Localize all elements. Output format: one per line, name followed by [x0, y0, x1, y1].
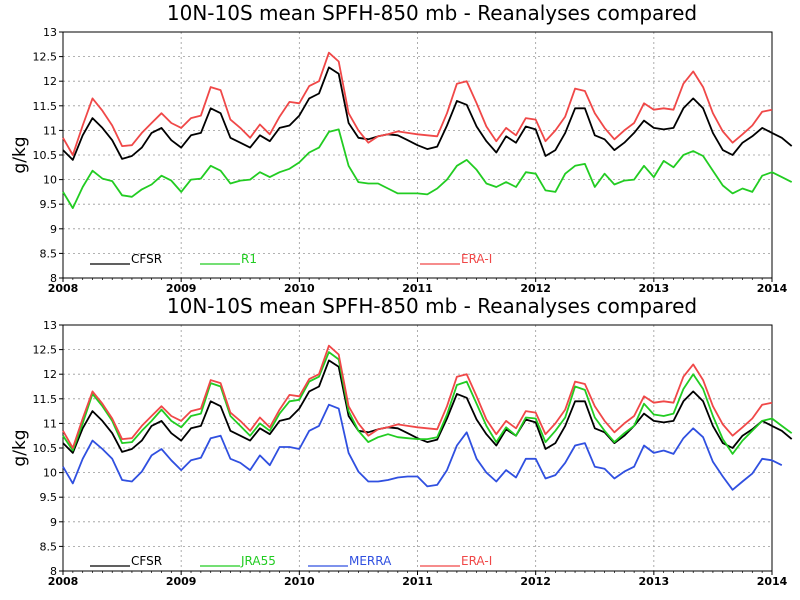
- y-tick-label: 9.5: [40, 198, 58, 211]
- y-tick-label: 10: [43, 174, 57, 187]
- x-tick-label: 2012: [520, 575, 551, 588]
- y-tick-label: 8: [50, 272, 57, 285]
- legend-label: ERA-I: [461, 554, 492, 568]
- x-tick-label: 2011: [402, 282, 433, 295]
- series-line-cfsr: [62, 359, 793, 454]
- x-tick-label: 2013: [639, 282, 670, 295]
- y-tick-label: 13: [43, 319, 57, 332]
- top-chart-ylabel: g/kg: [10, 136, 30, 173]
- series-line-era-i: [62, 51, 773, 156]
- y-tick-label: 8.5: [40, 247, 58, 260]
- series-line-r1: [62, 128, 793, 210]
- y-tick-label: 9: [50, 223, 57, 236]
- bottom-chart-title: 10N-10S mean SPFH-850 mb - Reanalyses co…: [167, 294, 697, 318]
- legend-label: JRA55: [240, 554, 276, 568]
- y-tick-label: 12.5: [33, 344, 58, 357]
- x-tick-label: 2011: [402, 575, 433, 588]
- top-chart-title: 10N-10S mean SPFH-850 mb - Reanalyses co…: [167, 1, 697, 25]
- y-tick-label: 12: [43, 75, 57, 88]
- x-tick-label: 2008: [48, 575, 79, 588]
- series-line-cfsr: [62, 66, 793, 161]
- top-chart-panel: 10N-10S mean SPFH-850 mb - Reanalyses co…: [10, 1, 793, 295]
- y-tick-label: 8: [50, 565, 57, 578]
- y-tick-label: 9: [50, 516, 57, 529]
- series-line-jra55: [62, 351, 793, 455]
- y-tick-label: 11.5: [33, 100, 58, 113]
- x-tick-label: 2014: [757, 282, 788, 295]
- bottom-chart-panel: 10N-10S mean SPFH-850 mb - Reanalyses co…: [10, 294, 793, 588]
- y-tick-label: 10.5: [33, 149, 58, 162]
- legend-label: R1: [241, 252, 257, 266]
- series-line-era-i: [62, 344, 773, 449]
- y-tick-label: 12.5: [33, 51, 58, 64]
- x-tick-label: 2009: [166, 282, 197, 295]
- bottom-chart-ylabel: g/kg: [10, 429, 30, 466]
- y-tick-label: 11: [43, 124, 57, 137]
- series-line-merra: [62, 403, 783, 491]
- y-tick-label: 10.5: [33, 442, 58, 455]
- y-tick-label: 12: [43, 368, 57, 381]
- legend-label: MERRA: [349, 554, 392, 568]
- x-tick-label: 2009: [166, 575, 197, 588]
- x-tick-label: 2008: [48, 282, 79, 295]
- legend-label: ERA-I: [461, 252, 492, 266]
- y-tick-label: 11: [43, 417, 57, 430]
- x-tick-label: 2010: [284, 282, 315, 295]
- x-tick-label: 2012: [520, 282, 551, 295]
- x-tick-label: 2013: [639, 575, 670, 588]
- y-tick-label: 10: [43, 467, 57, 480]
- legend-label: CFSR: [131, 554, 162, 568]
- x-tick-label: 2014: [757, 575, 788, 588]
- y-tick-label: 13: [43, 26, 57, 39]
- y-tick-label: 11.5: [33, 393, 58, 406]
- y-tick-label: 8.5: [40, 540, 58, 553]
- y-tick-label: 9.5: [40, 491, 58, 504]
- x-tick-label: 2010: [284, 575, 315, 588]
- legend-label: CFSR: [131, 252, 162, 266]
